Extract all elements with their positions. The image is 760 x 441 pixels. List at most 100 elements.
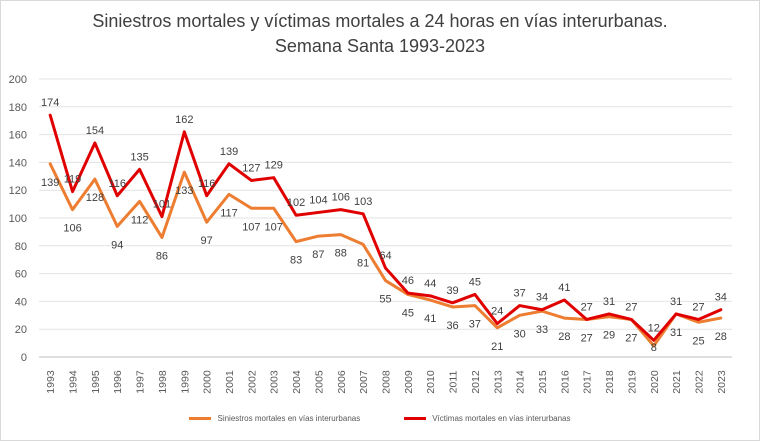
x-tick-label: 1995	[90, 370, 102, 394]
x-tick-label: 2006	[336, 370, 348, 394]
y-tick-label: 40	[15, 296, 27, 308]
data-label-siniestros: 45	[402, 307, 414, 319]
x-tick-label: 2001	[224, 370, 236, 394]
data-label-siniestros: 107	[242, 221, 260, 233]
legend-swatch-victimas	[404, 417, 427, 420]
y-tick-label: 20	[15, 324, 27, 336]
data-label-siniestros: 27	[625, 332, 637, 344]
data-label-victimas: 64	[379, 250, 391, 262]
data-label-victimas: 116	[108, 178, 126, 190]
y-tick-label: 80	[15, 241, 27, 253]
data-label-victimas: 37	[514, 288, 526, 300]
data-label-victimas: 46	[402, 275, 414, 287]
data-label-victimas: 101	[153, 199, 171, 211]
y-tick-label: 120	[9, 185, 27, 197]
data-label-victimas: 44	[424, 278, 436, 290]
data-label-victimas: 106	[332, 192, 350, 204]
series-line-victimas	[48, 113, 723, 342]
data-label-siniestros: 128	[86, 192, 104, 204]
data-label-victimas: 24	[491, 306, 503, 318]
legend-swatch-siniestros	[189, 417, 212, 420]
x-tick-label: 1993	[45, 370, 57, 394]
data-label-siniestros: 106	[63, 223, 81, 235]
y-tick-label: 60	[15, 269, 27, 281]
x-tick-label: 2004	[291, 370, 303, 394]
data-label-siniestros: 30	[514, 328, 526, 340]
data-label-victimas: 27	[692, 301, 704, 313]
data-label-victimas: 174	[41, 97, 59, 109]
chart-title: Siniestros mortales y víctimas mortales …	[92, 11, 668, 31]
x-tick-label: 2014	[515, 370, 527, 394]
x-tick-label: 1994	[68, 370, 80, 394]
data-label-victimas: 103	[354, 196, 372, 208]
y-tick-label: 160	[9, 130, 27, 142]
data-label-siniestros: 21	[491, 341, 503, 353]
data-label-victimas: 129	[265, 160, 283, 172]
x-tick-label: 1999	[179, 370, 191, 394]
data-label-victimas: 31	[670, 296, 682, 308]
x-tick-label: 2016	[559, 370, 571, 394]
data-label-siniestros: 33	[536, 324, 548, 336]
x-tick-label: 1997	[135, 370, 147, 394]
x-tick-label: 2020	[649, 370, 661, 394]
data-label-victimas: 139	[220, 146, 238, 158]
data-label-siniestros: 94	[111, 239, 123, 251]
data-label-siniestros: 28	[715, 331, 727, 343]
data-label-victimas: 104	[309, 194, 327, 206]
data-label-victimas: 34	[536, 292, 548, 304]
y-tick-label: 100	[9, 213, 27, 225]
data-label-siniestros: 87	[312, 249, 324, 261]
legend-label-victimas: Víctimas mortales en vías interurbanas	[432, 414, 571, 423]
x-tick-label: 2023	[716, 370, 728, 394]
y-tick-label: 180	[9, 102, 27, 114]
legend-item-victimas: Víctimas mortales en vías interurbanas	[404, 414, 571, 423]
data-label-siniestros: 133	[175, 185, 193, 197]
x-tick-label: 2000	[202, 370, 214, 394]
data-label-siniestros: 112	[131, 214, 149, 226]
y-tick-label: 140	[9, 157, 27, 169]
legend-label-siniestros: Siniestros mortales en vías interurbanas	[217, 414, 361, 423]
data-label-siniestros: 55	[379, 294, 391, 306]
x-tick-label: 2008	[381, 370, 393, 394]
data-label-siniestros: 83	[290, 255, 302, 267]
x-tick-label: 2017	[582, 370, 594, 394]
x-tick-label: 2015	[537, 370, 549, 394]
data-label-victimas: 34	[715, 292, 727, 304]
data-label-siniestros: 139	[41, 177, 59, 189]
data-label-victimas: 27	[625, 301, 637, 313]
x-tick-label: 2003	[269, 370, 281, 394]
legend-item-siniestros: Siniestros mortales en vías interurbanas	[189, 414, 360, 423]
x-tick-label: 2010	[425, 370, 437, 394]
x-tick-label: 2007	[358, 370, 370, 394]
x-tick-label: 2021	[671, 370, 683, 394]
chart-legend: Siniestros mortales en vías interurbanas…	[1, 414, 759, 423]
chart-subtitle: Semana Santa 1993-2023	[274, 36, 486, 56]
data-label-victimas: 12	[648, 322, 660, 334]
y-tick-label: 200	[9, 74, 27, 86]
data-label-victimas: 116	[198, 178, 216, 190]
data-label-siniestros: 117	[220, 207, 238, 219]
x-tick-label: 2005	[313, 370, 325, 394]
data-label-siniestros: 81	[357, 257, 369, 269]
data-label-victimas: 27	[581, 301, 593, 313]
data-label-siniestros: 25	[692, 335, 704, 347]
data-label-victimas: 41	[558, 282, 570, 294]
x-tick-label: 2013	[492, 370, 504, 394]
x-tick-label: 1998	[157, 370, 169, 394]
data-label-victimas: 127	[242, 162, 260, 174]
data-label-victimas: 154	[86, 125, 104, 137]
data-label-victimas: 119	[64, 174, 82, 186]
y-tick-label: 0	[21, 352, 27, 364]
data-label-siniestros: 41	[424, 313, 436, 325]
data-label-siniestros: 97	[201, 235, 213, 247]
data-label-victimas: 45	[469, 276, 481, 288]
x-tick-label: 2022	[693, 370, 705, 394]
data-label-victimas: 39	[446, 285, 458, 297]
data-label-siniestros: 29	[603, 330, 615, 342]
data-label-siniestros: 86	[156, 250, 168, 262]
data-label-victimas: 135	[130, 151, 148, 163]
data-label-siniestros: 107	[265, 221, 283, 233]
series-line-siniestros	[48, 162, 723, 348]
